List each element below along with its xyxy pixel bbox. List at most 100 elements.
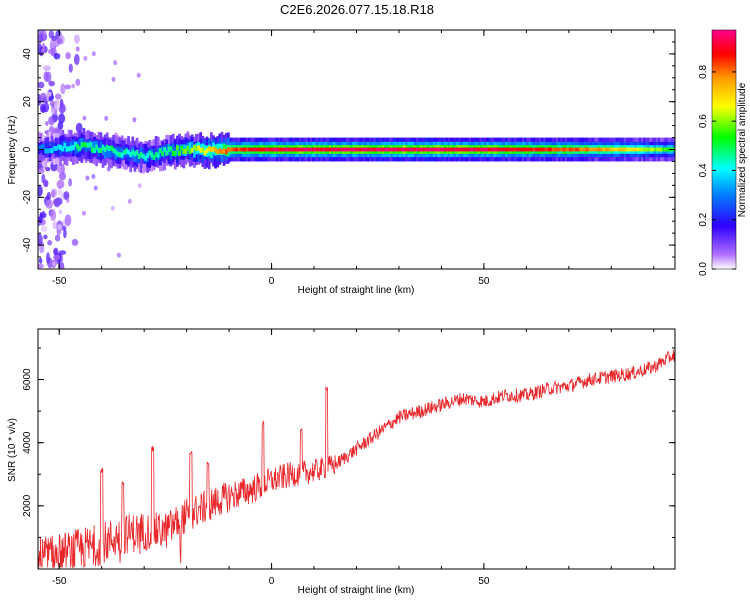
heatmap-cell — [105, 145, 109, 157]
heatmap-cell — [424, 147, 428, 152]
heatmap-cell — [653, 147, 657, 152]
heatmap-cell — [122, 149, 126, 155]
heatmap-cell — [662, 147, 666, 152]
heatmap-cell — [664, 147, 668, 152]
heatmap-cell — [188, 149, 192, 155]
x-tick-label: 50 — [478, 276, 490, 287]
heatmap-cell — [169, 148, 173, 160]
heatmap-cell — [52, 221, 57, 230]
heatmap-cell — [103, 147, 107, 159]
heatmap-cell — [66, 197, 70, 203]
y-tick-label: 20 — [22, 96, 33, 108]
heatmap-cell — [511, 147, 515, 152]
heatmap-cell — [390, 147, 394, 152]
heatmap-cell — [46, 90, 50, 102]
heatmap-cell — [176, 145, 179, 151]
heatmap-cell — [466, 147, 470, 152]
heatmap-cell — [545, 147, 549, 152]
heatmap-cell — [352, 147, 356, 152]
heatmap-cell — [69, 145, 73, 151]
heatmap-cell — [609, 147, 612, 152]
heatmap-cell — [127, 149, 130, 161]
heatmap-cell — [541, 147, 544, 152]
heatmap-cell — [132, 117, 137, 123]
heatmap-cell — [244, 147, 247, 152]
colorbar-tick-label: 0.6 — [698, 114, 709, 128]
heatmap-cell — [195, 146, 198, 152]
heatmap-cell — [460, 147, 464, 152]
snr-x-label: Height of straight line (km) — [298, 585, 415, 596]
colorbar-gradient — [711, 29, 737, 270]
heatmap-cell — [184, 148, 188, 154]
x-tick-label: 50 — [478, 576, 490, 587]
heatmap-cell — [624, 147, 627, 152]
heatmap-cell — [53, 53, 61, 60]
colorbar-label: Normalized spectral amplitude — [737, 82, 748, 217]
heatmap-cell — [56, 163, 65, 174]
heatmap-cell — [210, 146, 213, 158]
heatmap-cell — [81, 210, 86, 216]
heatmap-cell — [61, 146, 65, 152]
heatmap-cell — [38, 81, 45, 89]
heatmap-cell — [50, 161, 58, 172]
heatmap-cell — [492, 147, 496, 152]
heatmap-cell — [190, 147, 194, 153]
heatmap-cell — [125, 148, 128, 154]
heatmap-cell — [447, 147, 451, 152]
heatmap-cell — [384, 147, 387, 152]
heatmap-cell — [154, 152, 158, 158]
heatmap-cell — [263, 147, 266, 152]
heatmap-cell — [331, 147, 334, 152]
heatmap-cell — [38, 30, 44, 34]
heatmap-cell — [40, 144, 43, 150]
heatmap-cell — [365, 147, 368, 152]
heatmap-cell — [309, 147, 313, 152]
heatmap-cell — [72, 145, 75, 151]
heatmap-cell — [320, 147, 324, 152]
heatmap-cell — [547, 147, 551, 152]
heatmap-cell — [371, 147, 375, 152]
heatmap-cell — [80, 142, 84, 148]
heatmap-cell — [411, 147, 415, 152]
heatmap-cell — [494, 147, 498, 152]
heatmap-cell — [522, 147, 525, 152]
heatmap-cell — [587, 147, 591, 152]
heatmap-cell — [207, 146, 211, 152]
heatmap-cell — [630, 147, 634, 152]
heatmap-cell — [282, 147, 285, 152]
heatmap-cell — [127, 198, 132, 204]
heatmap-cell — [638, 147, 642, 152]
heatmap-cell — [190, 141, 194, 153]
heatmap-cell — [41, 48, 45, 53]
heatmap-cell — [167, 147, 171, 152]
heatmap-cell — [59, 265, 65, 269]
heatmap-cell — [133, 151, 137, 157]
heatmap-cell — [38, 214, 43, 224]
spectrogram-y-label: Frequency (Hz) — [7, 116, 18, 185]
colorbar-tick-label: 0.8 — [698, 64, 709, 78]
heatmap-cell — [539, 147, 542, 152]
heatmap-cell — [241, 147, 245, 152]
heatmap-cell — [89, 141, 92, 147]
heatmap-cell — [45, 199, 53, 210]
heatmap-cell — [108, 146, 111, 158]
heatmap-cell — [74, 143, 77, 155]
heatmap-cell — [258, 147, 262, 152]
heatmap-cell — [44, 148, 48, 154]
heatmap-cell — [216, 149, 220, 155]
heatmap-cell — [621, 147, 625, 152]
heatmap-cell — [333, 147, 336, 152]
heatmap-cell — [171, 151, 175, 156]
heatmap-cell — [201, 147, 205, 153]
heatmap-cell — [604, 147, 608, 152]
heatmap-cell — [110, 145, 113, 157]
heatmap-cell — [324, 147, 328, 152]
heatmap-cell — [42, 210, 45, 217]
heatmap-cell — [660, 147, 663, 152]
heatmap-cell — [159, 148, 162, 154]
heatmap-cell — [341, 147, 345, 152]
heatmap-cell — [165, 150, 169, 156]
snr-y-label: SNR (10 * v/v) — [7, 418, 18, 482]
heatmap-cell — [377, 147, 381, 152]
colorbar-tick-label: 0.4 — [698, 163, 709, 177]
